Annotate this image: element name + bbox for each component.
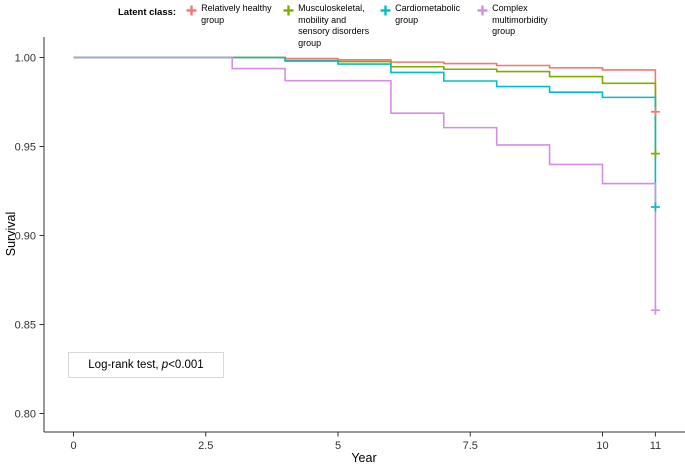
x-tick-label: 5: [335, 440, 341, 452]
y-tick-label: 0.85: [15, 319, 36, 331]
x-axis-title: Year: [351, 451, 376, 465]
survival-curve-3: [73, 56, 657, 311]
legend-item-0: Relatively healthy group: [185, 3, 273, 26]
x-tick-label: 0: [70, 440, 76, 452]
annotation-p-symbol: p: [161, 359, 169, 371]
censor-mark-3: [650, 305, 660, 315]
legend-item-2: Cardiometabolic group: [379, 3, 467, 26]
survival-curve-2: [73, 56, 657, 208]
x-tick-label: 2.5: [198, 440, 213, 452]
axes-layer: 0 2.5 5 7.5 10 11 1.00 0.95 0.90 0.85 0.80: [15, 37, 685, 452]
y-tick-label: 1.00: [15, 52, 36, 64]
annotation-prefix: Log-rank test,: [88, 359, 162, 371]
censor-mark-1: [650, 149, 660, 159]
legend-item-1: Musculoskeletal, mobility and sensory di…: [282, 3, 370, 50]
y-tick-label: 0.90: [15, 230, 36, 242]
legend-plus-icon: [477, 5, 488, 16]
legend-item-label: Cardiometabolic group: [395, 3, 461, 25]
y-tick-label: 0.95: [15, 141, 36, 153]
annotation-p-value: <0.001: [168, 359, 204, 371]
censor-markers-layer: [650, 107, 660, 315]
log-rank-annotation: Log-rank test, p <0.001: [68, 352, 224, 378]
legend-title: Latent class:: [118, 7, 177, 18]
legend-item-label: Musculoskeletal, mobility and sensory di…: [298, 3, 370, 49]
legend-plus-icon: [186, 5, 197, 16]
survival-curve-1: [73, 56, 657, 154]
legend-item-3: Complex multimorbidity group: [476, 3, 564, 38]
legend-plus-icon: [380, 5, 391, 16]
y-tick-label: 0.80: [15, 408, 36, 420]
x-tick-label: 11: [650, 440, 661, 452]
legend-item-label: Complex multimorbidity group: [492, 3, 548, 37]
legend-plus-icon: [283, 5, 294, 16]
legend: Latent class: Relatively healthy group Mu…: [118, 3, 564, 50]
y-axis-title: Survival: [4, 212, 18, 256]
legend-item-label: Relatively healthy group: [201, 3, 272, 25]
censor-mark-2: [650, 202, 660, 212]
x-tick-label: 7.5: [463, 440, 478, 452]
curves-layer: [73, 56, 657, 311]
x-tick-label: 10: [596, 440, 608, 452]
censor-mark-0: [650, 107, 660, 117]
survival-curve-0: [73, 56, 657, 112]
